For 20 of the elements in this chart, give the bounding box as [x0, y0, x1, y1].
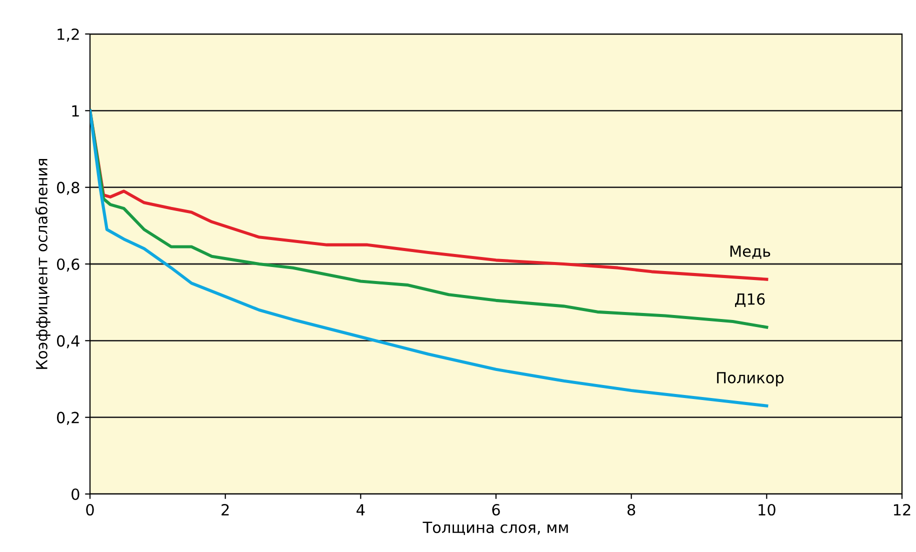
y-axis-title: Коэффициент ослабления [35, 158, 50, 369]
line-series [90, 109, 768, 329]
x-tick-label: 4 [356, 504, 365, 516]
series-label: Поликор [717, 372, 784, 386]
series-label: Д16 [735, 293, 765, 308]
y-tick-label: 0,6 [56, 258, 80, 272]
x-tick-label: 8 [628, 504, 636, 516]
y-tick-label: 0,4 [56, 335, 80, 348]
x-axis-title: Толщина слоя, мм [422, 522, 568, 536]
x-tick-label: 6 [492, 504, 500, 516]
x-tick-label: 12 [894, 504, 910, 516]
y-tick-label: 1,2 [58, 28, 79, 42]
series-label: Медь [730, 246, 770, 259]
y-tick-label: 1 [72, 105, 79, 116]
x-tick-label: 10 [758, 504, 776, 516]
y-tick-label: 0,8 [56, 182, 80, 195]
x-tick-label: 2 [222, 504, 229, 516]
x-tick-label: 0 [86, 504, 94, 516]
y-tick-label: 0,2 [56, 412, 79, 425]
y-tick-label: 0 [72, 488, 80, 500]
